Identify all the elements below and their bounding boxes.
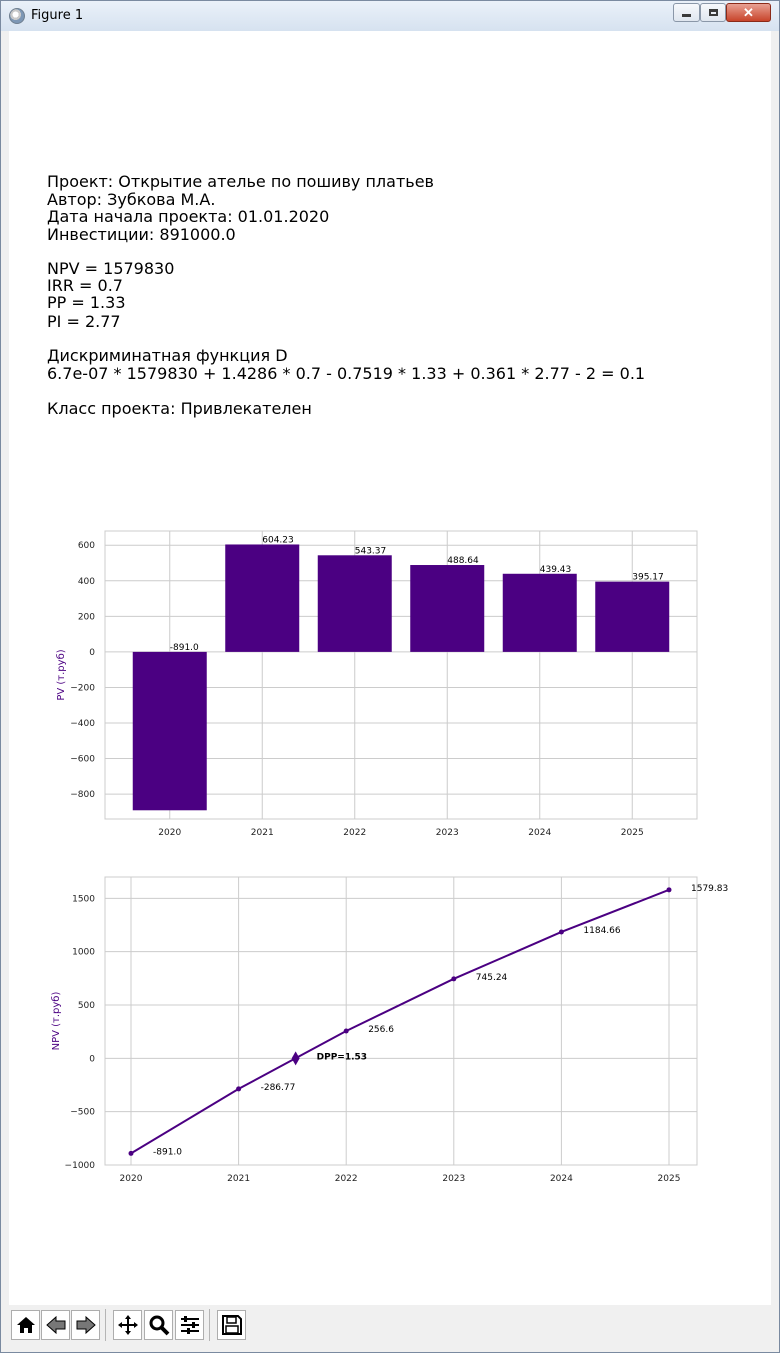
npv-point — [666, 887, 672, 893]
project-line: Проект: Открытие ателье по пошиву платье… — [47, 172, 434, 191]
zoom-icon — [149, 1315, 169, 1336]
maximize-icon — [708, 9, 718, 16]
npv-point — [451, 976, 457, 982]
npv-data-label: 745.24 — [476, 973, 508, 983]
project-class-line: Класс проекта: Привлекателен — [47, 399, 312, 418]
dpp-marker — [291, 1051, 300, 1066]
npv-series-line — [130, 888, 670, 1155]
close-button[interactable]: ✕ — [726, 3, 771, 22]
npv-data-label: -286.77 — [261, 1083, 296, 1093]
x-tick-label: 2020 — [158, 828, 181, 838]
author-line: Автор: Зубкова М.А. — [47, 190, 216, 209]
configure-subplots-icon — [180, 1316, 199, 1334]
zoom-button[interactable] — [144, 1310, 173, 1340]
x-tick-label: 2020 — [120, 1174, 143, 1184]
bar — [225, 544, 300, 652]
toolbar-separator — [209, 1309, 210, 1341]
navigation-toolbar — [1, 1305, 779, 1352]
npv-data-label: 1579.83 — [691, 884, 728, 894]
x-tick-label: 2022 — [343, 828, 366, 838]
bar-data-label: 543.37 — [355, 546, 387, 556]
y-tick-label: −800 — [70, 790, 95, 800]
npv-line-chart: 1500 1000 500 0 −500 −1000 2020 2021 2022 2023 202… — [51, 876, 728, 1184]
pan-button[interactable] — [113, 1310, 142, 1340]
y-tick-label: 400 — [78, 577, 95, 587]
y-tick-label: −200 — [70, 683, 95, 693]
close-icon: ✕ — [743, 4, 754, 20]
minimize-icon — [682, 14, 691, 17]
bar-data-label: -891.0 — [170, 643, 199, 653]
pi-line: PI = 2.77 — [47, 312, 121, 331]
irr-line: IRR = 0.7 — [47, 276, 123, 295]
y-tick-label: 1000 — [72, 948, 95, 958]
dpp-annotation: DPP=1.53 — [317, 1052, 367, 1062]
minimize-button[interactable] — [673, 3, 700, 22]
window-title: Figure 1 — [31, 8, 84, 23]
toolbar-separator — [105, 1309, 106, 1341]
y-tick-label: −600 — [70, 755, 95, 765]
y-axis-label: NPV (т.руб) — [51, 992, 62, 1051]
y-tick-label: 200 — [78, 612, 95, 622]
x-tick-label: 2021 — [251, 828, 274, 838]
bar — [410, 565, 485, 652]
npv-point — [128, 1150, 134, 1156]
y-tick-label: −1000 — [65, 1161, 96, 1171]
app-icon — [9, 8, 25, 24]
pv-bar-chart: 600 400 200 0 −200 −400 −600 −800 2020 2021 2022 20… — [56, 530, 698, 838]
save-button[interactable] — [217, 1310, 246, 1340]
date-line: Дата начала проекта: 01.01.2020 — [47, 207, 330, 226]
pp-line: PP = 1.33 — [47, 293, 126, 312]
back-icon — [45, 1315, 65, 1335]
x-tick-label: 2023 — [436, 828, 459, 838]
npv-point — [236, 1086, 242, 1092]
npv-data-label: 1184.66 — [583, 926, 620, 936]
bar-data-label: 395.17 — [632, 573, 664, 583]
back-button[interactable] — [41, 1310, 70, 1340]
figure-canvas[interactable]: Проект: Открытие ателье по пошиву платье… — [9, 31, 771, 1305]
npv-point — [343, 1028, 349, 1034]
configure-subplots-button[interactable] — [175, 1310, 204, 1340]
y-tick-label: 1500 — [72, 894, 95, 904]
discriminant-title: Дискриминатная функция D — [47, 346, 288, 365]
y-tick-label: 0 — [89, 1054, 95, 1064]
home-button[interactable] — [11, 1310, 40, 1340]
y-tick-label: −500 — [70, 1108, 95, 1118]
x-tick-label: 2024 — [550, 1174, 573, 1184]
npv-point — [558, 929, 564, 935]
bar-data-label: 488.64 — [447, 556, 479, 566]
y-tick-label: 500 — [78, 1001, 95, 1011]
bar — [317, 555, 392, 652]
y-tick-label: −400 — [70, 719, 95, 729]
bar — [132, 651, 207, 811]
npv-data-label: -891.0 — [153, 1147, 182, 1157]
forward-icon — [76, 1315, 96, 1335]
title-bar[interactable]: Figure 1 ✕ — [1, 1, 779, 31]
x-tick-label: 2025 — [658, 1174, 681, 1184]
forward-button[interactable] — [71, 1310, 100, 1340]
x-tick-label: 2023 — [442, 1174, 465, 1184]
pan-icon — [117, 1315, 138, 1335]
npv-data-label: 256.6 — [368, 1025, 394, 1035]
bar-data-label: 439.43 — [540, 565, 572, 575]
bar — [595, 581, 670, 652]
save-icon — [221, 1315, 242, 1335]
discriminant-formula: 6.7e-07 * 1579830 + 1.4286 * 0.7 - 0.751… — [47, 364, 646, 383]
maximize-button[interactable] — [700, 3, 726, 22]
y-axis-label: PV (т.руб) — [56, 649, 67, 700]
x-tick-label: 2025 — [621, 828, 644, 838]
npv-line: NPV = 1579830 — [47, 259, 175, 278]
x-tick-label: 2024 — [528, 828, 551, 838]
x-tick-label: 2021 — [227, 1174, 250, 1184]
bar — [502, 573, 577, 652]
plot-frame — [104, 530, 698, 820]
bar-data-label: 604.23 — [262, 535, 294, 545]
plot-frame — [104, 876, 698, 1166]
y-tick-label: 0 — [89, 648, 95, 658]
investment-line: Инвестиции: 891000.0 — [47, 225, 236, 244]
home-icon — [16, 1317, 35, 1333]
x-tick-label: 2022 — [335, 1174, 358, 1184]
y-tick-label: 600 — [78, 541, 95, 551]
